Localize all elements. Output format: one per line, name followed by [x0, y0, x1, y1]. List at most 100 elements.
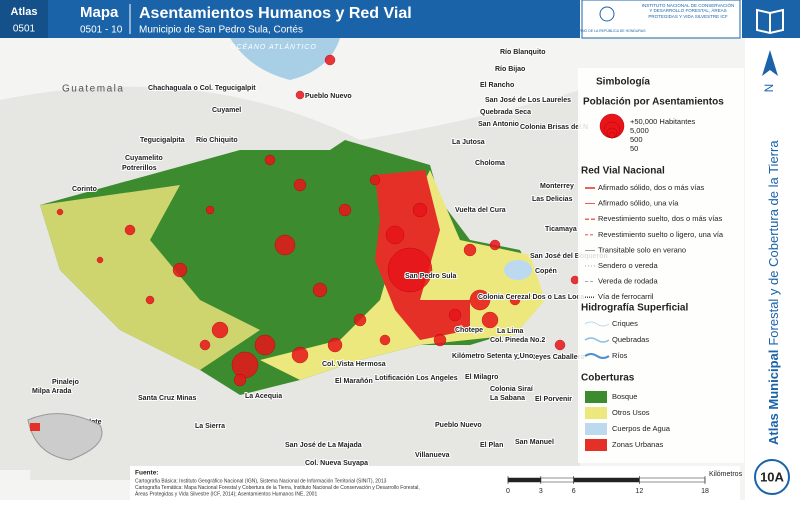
place-label: Río Blanquito: [500, 49, 546, 56]
cover-swatch: [585, 423, 607, 435]
place-label: Quebrada Seca: [480, 109, 531, 116]
scale-tick-label: 6: [572, 488, 576, 495]
place-label: Colonia Cerezal Dos o Las Loca: [478, 294, 584, 301]
cover-label: Zonas Urbanas: [612, 440, 664, 449]
hydro-symbol: [584, 321, 610, 327]
settlement-dot: [264, 154, 276, 166]
population-size-label: 50: [630, 144, 638, 153]
cover-swatch: [585, 407, 607, 419]
place-label: Río Bijao: [495, 66, 525, 73]
cover-swatch: [585, 439, 607, 451]
settlement-dot: [291, 346, 309, 364]
road-label: Afirmado sólido, una vía: [598, 199, 679, 208]
place-label: San Antonio: [478, 121, 519, 128]
hydro-symbol: [584, 337, 610, 343]
sheet-label: 10A: [760, 469, 784, 484]
settlement-dot: [293, 178, 307, 192]
place-label: Potrerillos: [122, 165, 157, 172]
settlement-dot: [233, 373, 247, 387]
settlement-dot: [254, 334, 276, 356]
ocean-label: OCÉANO ATLÁNTICO: [230, 42, 317, 51]
cover-label: Otros Usos: [612, 408, 650, 417]
settlement-dot: [481, 311, 499, 329]
place-label: Chotepe: [455, 327, 483, 334]
place-label: Milpa Arada: [32, 388, 72, 395]
other-uses-cover: [40, 185, 260, 370]
settlement-dot: [448, 308, 462, 322]
place-label: El Rancho: [480, 82, 514, 89]
source-line: Cartografía Temática: Mapa Nacional Fore…: [135, 485, 420, 491]
side-title-bold: Atlas Municipal: [766, 350, 781, 445]
place-label: Pinalejo: [52, 379, 79, 386]
place-label: Col. Reyes Caballero: [515, 354, 585, 361]
hydro-title: Hidrografía Superficial: [581, 303, 688, 314]
place-label: Colonia Siraí: [490, 386, 534, 393]
atlas-code: 0501: [13, 24, 36, 35]
scale-tick-label: 0: [506, 488, 510, 495]
settlement-dot: [327, 337, 343, 353]
locator-highlight: [30, 423, 40, 431]
settlement-dot: [199, 339, 211, 351]
settlement-dot: [463, 243, 477, 257]
settlement-dot: [379, 334, 391, 346]
place-label: Tegucigalpita: [140, 137, 185, 144]
settlement-dot: [469, 289, 491, 311]
scale-segment: [573, 477, 640, 483]
place-label: Chachaguala o Col. Tegucigalpit: [148, 85, 256, 92]
place-label: Villanueva: [415, 452, 450, 459]
place-label: Col. Vista Hermosa: [322, 361, 386, 368]
settlement-dot: [338, 203, 352, 217]
road-label: Vía de ferrocarril: [598, 292, 654, 301]
place-label: El Marañón: [335, 378, 373, 385]
map-code: 0501 - 10: [80, 25, 123, 36]
ocean: [230, 38, 340, 80]
settlement-dot: [570, 275, 580, 285]
settlement-dot: [96, 256, 104, 264]
emblem: [599, 6, 615, 22]
map-subtitle: Municipio de San Pedro Sula, Cortés: [139, 25, 303, 36]
cover-label: Cuerpos de Agua: [612, 424, 671, 433]
road-label: Transitable solo en verano: [598, 245, 686, 254]
settlement-dot: [231, 351, 259, 379]
hydro-label: Quebradas: [612, 335, 649, 344]
settlement-symbols: [56, 54, 580, 387]
place-label: Cuyamel: [212, 107, 241, 114]
road-label: Afirmado sólido, dos o más vías: [598, 183, 705, 192]
place-label: San Pedro Sula: [405, 273, 456, 280]
place-label: Lotificación Los Angeles: [375, 375, 458, 382]
hydro-label: Ríos: [612, 351, 628, 360]
footer-panel: [130, 466, 740, 500]
settlement-dot: [369, 174, 381, 186]
scale-tick-label: 3: [539, 488, 543, 495]
scale-segment: [507, 477, 542, 483]
cover-swatch: [585, 391, 607, 403]
north-arrow: [762, 50, 778, 76]
place-label: La Lima: [497, 328, 524, 335]
settlement-dot: [324, 54, 336, 66]
settlement-dot: [274, 234, 296, 256]
cover-title: Coberturas: [581, 373, 635, 384]
government-label: GOBIERNO DE LA REPÚBLICA DE HONDURAS: [568, 29, 646, 33]
source-line: Cartografía Básica: Instituto Geográfico…: [135, 478, 387, 484]
scale-tick-label: 12: [635, 488, 643, 495]
settlement-dot: [353, 313, 367, 327]
place-label: Choloma: [475, 160, 505, 167]
place-label: El Milagro: [465, 374, 498, 381]
scale-bar: 0 3 6 12 18 Kilómetros: [506, 471, 743, 495]
settlement-dot: [295, 90, 305, 100]
map-label: Mapa: [80, 4, 119, 21]
place-label: Colonia Brisas del N: [520, 124, 588, 131]
road-label: Vereda de rodada: [598, 277, 658, 286]
source-lines: Cartografía Básica: Instituto Geográfico…: [135, 478, 420, 497]
settlement-dot: [172, 262, 188, 278]
place-label: Kilómetro Setenta y Uno: [452, 353, 533, 360]
settlement-dot: [385, 225, 405, 245]
settlement-dot: [312, 282, 328, 298]
locator-map: [27, 413, 103, 461]
settlement-dot: [124, 224, 136, 236]
north-label: N: [762, 84, 776, 93]
place-label: Col. Nueva Suyapa: [305, 460, 368, 467]
side-title-rest: Forestal y de Cobertura de la Tierra: [766, 140, 781, 346]
